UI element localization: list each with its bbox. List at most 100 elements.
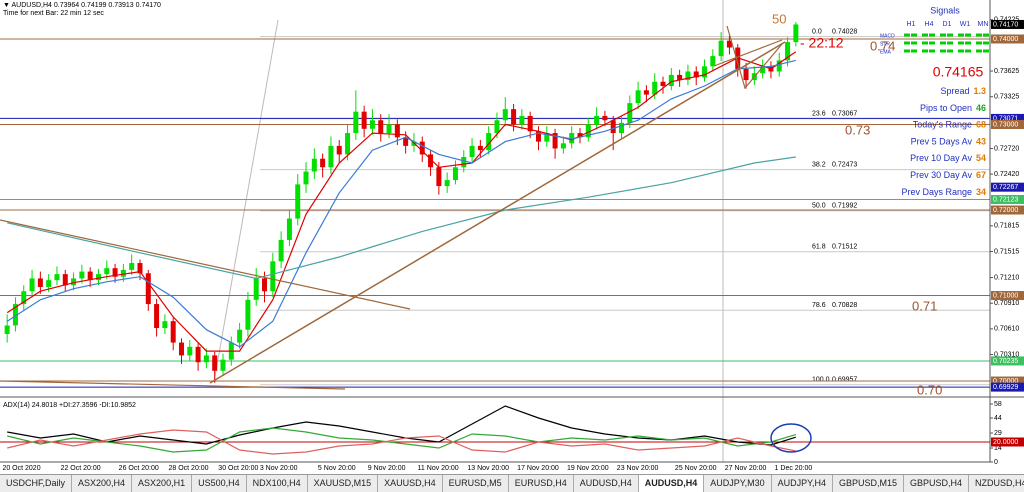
candle-body: [195, 346, 201, 363]
x-tick-label: 25 Nov 20:00: [675, 465, 717, 472]
candle-body: [469, 145, 475, 157]
candle-body: [154, 304, 160, 329]
bar-timer: Time for next Bar: 22 min 12 sec: [3, 10, 104, 17]
tab[interactable]: AUDJPY,H4: [772, 475, 833, 492]
indicator-label: STR: [880, 41, 890, 47]
stat-value: 1.3: [973, 86, 986, 96]
candle-body: [79, 271, 85, 279]
candle-body: [212, 355, 218, 371]
tab[interactable]: US500,H4: [192, 475, 247, 492]
candle-body: [386, 124, 392, 134]
candle-body: [187, 346, 193, 356]
candle-body: [295, 184, 301, 219]
trend-line: [209, 41, 786, 384]
candle-body: [345, 133, 351, 155]
signal-cell: [922, 49, 928, 53]
signal-cell: [940, 49, 946, 53]
candle-body: [12, 304, 18, 326]
candle-body: [569, 133, 575, 144]
candle-body: [627, 103, 633, 123]
candle-body: [87, 271, 93, 281]
panel-title: Signals: [930, 5, 960, 15]
fib-price: 0.69957: [832, 377, 857, 384]
candle-body: [361, 111, 367, 129]
signal-cell: [976, 41, 982, 45]
tab[interactable]: USDCHF,Daily: [0, 475, 73, 492]
stat-label: Spread: [940, 86, 969, 96]
tab[interactable]: AUDJPY,M30: [704, 475, 772, 492]
annotation: 50: [772, 11, 786, 26]
tab[interactable]: XAUUSD,H4: [378, 475, 443, 492]
fib-level: 0.0: [812, 28, 822, 35]
candle-body: [336, 145, 342, 155]
trend-line: [713, 39, 783, 67]
candle-body: [718, 40, 724, 57]
fib-price: 0.70828: [832, 302, 857, 309]
stat-row: Prev 5 Days Av 43: [911, 137, 986, 147]
timer-annotation: - 22:12: [800, 35, 844, 51]
tab[interactable]: XAUUSD,M15: [308, 475, 379, 492]
candle-body: [544, 133, 550, 142]
signal-cell: [922, 41, 928, 45]
candle-body: [702, 66, 708, 78]
level-label: 0.73071: [993, 115, 1018, 122]
annotation: 0.71: [912, 298, 937, 313]
y-tick-label: 0.71815: [994, 223, 1019, 230]
signal-cell: [929, 41, 935, 45]
stat-row: Prev Days Range 34: [901, 187, 986, 197]
tab-bar: USDCHF,Daily ASX200,H4 ASX200,H1 US500,H4 ND…: [0, 474, 1024, 492]
trend-line: [0, 380, 346, 390]
marks: 0.0 0.74028 23.6 0.73067 38.2 0.72473 50.0 0.71…: [0, 21, 990, 455]
x-tick-label: 27 Nov 20:00: [725, 465, 767, 472]
tab[interactable]: NZDUSD,H4: [969, 475, 1024, 492]
stat-label: Prev 30 Day Av: [910, 170, 972, 180]
tab[interactable]: EURUSD,M5: [443, 475, 509, 492]
candle-body: [560, 143, 566, 149]
level-label: 20.0000: [993, 439, 1018, 446]
tab[interactable]: GBPUSD,H4: [904, 475, 969, 492]
stat-row: Prev 30 Day Av 67: [910, 170, 986, 180]
candle-body: [668, 74, 674, 87]
tab[interactable]: ASX200,H1: [132, 475, 193, 492]
tab[interactable]: EURUSD,H4: [509, 475, 574, 492]
drawings: [0, 0, 1024, 463]
candle-body: [594, 115, 600, 125]
level-label: 0.71000: [993, 292, 1018, 299]
candle-body: [320, 158, 326, 168]
annotation: 0.74: [870, 38, 895, 53]
tab[interactable]: AUDUSD,H4: [638, 475, 705, 492]
fib-level: 100.0: [812, 377, 830, 384]
candle-body: [328, 145, 334, 168]
signal-cell: [904, 41, 910, 45]
candle-body: [685, 71, 691, 81]
tab[interactable]: NDX100,H4: [247, 475, 308, 492]
tab[interactable]: AUDUSD,H4: [574, 475, 639, 492]
level-label: 0.72000: [993, 207, 1018, 214]
tab[interactable]: ASX200,H4: [72, 475, 133, 492]
candle-body: [743, 68, 749, 81]
fib-price: 0.71512: [832, 244, 857, 251]
fib-level: 50.0: [812, 203, 826, 210]
candle-body: [602, 115, 608, 121]
y-tick-label: 29: [994, 430, 1002, 437]
y-tick-label: 0.70610: [994, 326, 1019, 333]
candle-body: [46, 280, 52, 287]
level-label-box: [991, 291, 1024, 301]
x-tick-label: 19 Nov 20:00: [567, 465, 609, 472]
x-tick-label: 20 Oct 2020: [2, 465, 40, 472]
fib-price: 0.73067: [832, 111, 857, 118]
signal-cell: [929, 49, 935, 53]
indicator-label: EMA: [880, 49, 892, 55]
level-label: 0.72123: [993, 196, 1018, 203]
level-label: 0.73000: [993, 121, 1018, 128]
x-tick-label: 28 Oct 20:00: [168, 465, 208, 472]
y-tick-label: 0.70910: [994, 300, 1019, 307]
signal-cell: [947, 49, 953, 53]
candle-body: [137, 263, 143, 274]
level-label: 0.70235: [993, 358, 1018, 365]
candle-body: [552, 133, 558, 149]
level-label: 0.72267: [993, 184, 1018, 191]
stat-value: 43: [976, 137, 986, 147]
signal-cell: [904, 33, 910, 37]
tab[interactable]: GBPUSD,M15: [833, 475, 904, 492]
